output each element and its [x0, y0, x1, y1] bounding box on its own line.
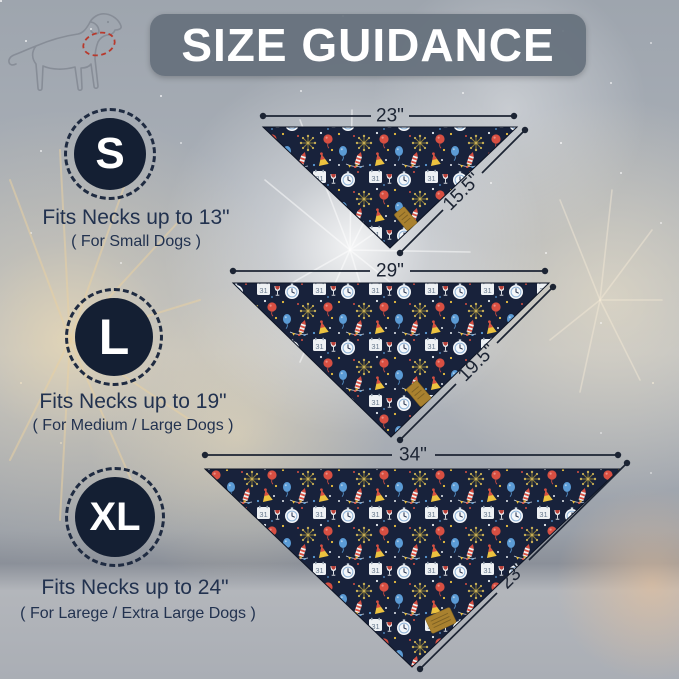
- bandana-l-tag: [406, 380, 432, 407]
- fits-text-xl: Fits Necks up to 24": [41, 576, 229, 599]
- size-badge-l: L: [65, 288, 163, 386]
- width-label-xl: 34": [399, 445, 427, 466]
- bandana-s: [261, 126, 519, 249]
- fits-text-l: Fits Necks up to 19": [39, 390, 227, 413]
- size-letter-xl: XL: [75, 477, 155, 557]
- bandana-xl-group: 34" 23": [201, 445, 631, 673]
- bandana-s-tag: [394, 206, 418, 231]
- fits-text-s: Fits Necks up to 13": [42, 206, 230, 229]
- size-letter-s: S: [74, 118, 146, 190]
- audience-text-xl: ( For Larege / Extra Large Dogs ): [20, 605, 256, 622]
- bandana-xl-tag: [425, 607, 457, 634]
- bandana-xl: [203, 468, 622, 668]
- width-label-l: 29": [376, 261, 404, 282]
- width-measure-xl: 34": [201, 445, 622, 466]
- size-badge-s: S: [64, 108, 156, 200]
- size-badge-xl: XL: [65, 467, 165, 567]
- bandana-l-group: 29" 19.5": [229, 261, 557, 444]
- collar-dashed-ellipse: [82, 31, 116, 57]
- audience-text-s: ( For Small Dogs ): [71, 233, 201, 250]
- bandana-s-group: 23" 15.5": [259, 106, 529, 257]
- bandana-l: [231, 282, 551, 438]
- width-measure-l: 29": [229, 261, 549, 282]
- dog-outline-illustration: [8, 13, 122, 92]
- firework-sparks: [0, 0, 2, 2]
- page-title: SIZE GUIDANCE: [181, 19, 555, 71]
- title-banner: SIZE GUIDANCE: [150, 14, 586, 76]
- audience-text-l: ( For Medium / Large Dogs ): [32, 417, 234, 434]
- width-label-s: 23": [376, 106, 404, 127]
- size-letter-l: L: [75, 298, 153, 376]
- width-measure-s: 23": [259, 106, 518, 127]
